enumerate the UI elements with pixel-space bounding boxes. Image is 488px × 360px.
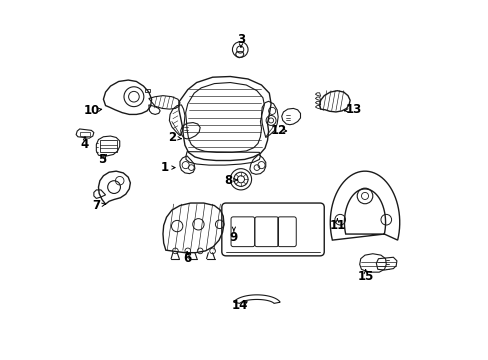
Text: 14: 14	[232, 299, 248, 312]
Text: 2: 2	[167, 131, 176, 144]
Text: 3: 3	[236, 33, 244, 46]
Text: 4: 4	[81, 138, 89, 151]
Text: 1: 1	[161, 161, 168, 174]
Text: 11: 11	[328, 219, 345, 232]
Text: 13: 13	[345, 103, 361, 116]
Text: 10: 10	[83, 104, 99, 117]
Text: 8: 8	[224, 174, 232, 186]
Bar	[80, 132, 89, 136]
Bar	[145, 89, 149, 92]
Bar	[100, 140, 117, 152]
Text: 9: 9	[229, 231, 238, 244]
Text: 7: 7	[92, 199, 100, 212]
Text: 15: 15	[357, 270, 373, 283]
Text: 6: 6	[183, 252, 191, 265]
Text: 12: 12	[270, 124, 287, 137]
Text: 5: 5	[98, 153, 106, 166]
